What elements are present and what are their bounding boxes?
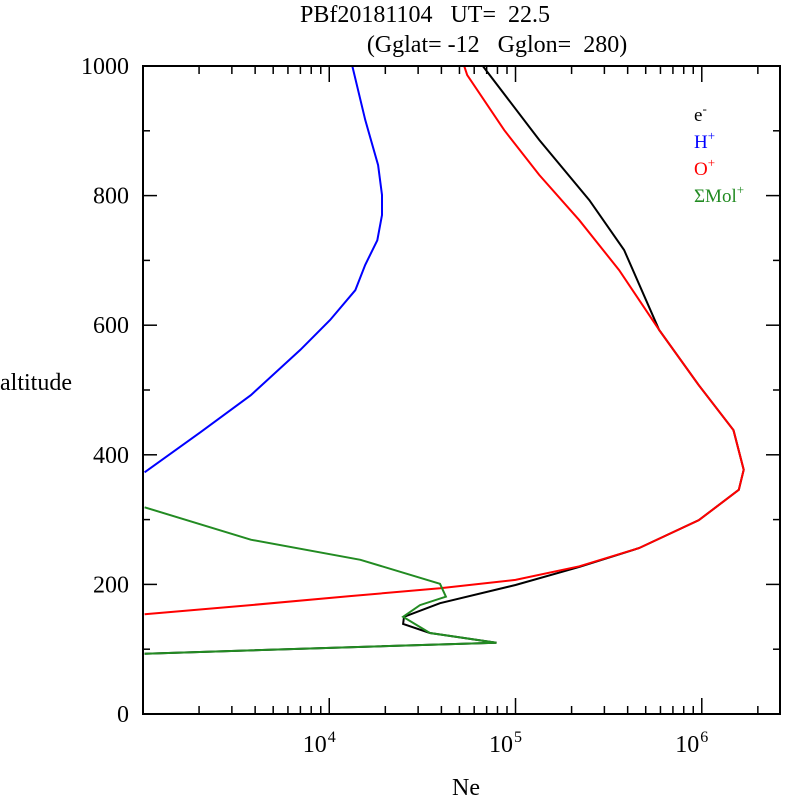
legend-superscript: + [737, 182, 744, 197]
y-tick-label: 0 [117, 702, 129, 728]
chart-title: PBf20181104 UT= 22.5 [300, 2, 550, 28]
y-tick-label: 600 [93, 313, 129, 339]
y-tick-label: 400 [93, 443, 129, 469]
legend-entry: H+ [694, 128, 715, 153]
legend-entry: ΣMol+ [694, 182, 744, 207]
series-line-o [144, 65, 745, 616]
x-tick-label: 104 [303, 729, 336, 758]
series-line-mol [144, 506, 497, 655]
plot-frame [142, 65, 781, 715]
chart-subtitle: (Gglat= -12 Gglon= 280) [367, 32, 627, 58]
x-tick-exponent: 6 [700, 729, 708, 746]
y-tick-label: 800 [93, 184, 129, 210]
x-tick-label: 106 [675, 729, 708, 758]
y-tick-label: 200 [93, 572, 129, 598]
y-tick-label: 1000 [81, 54, 129, 80]
legend-entry: O+ [694, 155, 715, 180]
series-line-h [144, 65, 383, 474]
y-axis-label: altitude [0, 370, 72, 396]
x-tick-exponent: 5 [514, 729, 522, 746]
legend-superscript: - [702, 101, 706, 116]
series-line-e [144, 65, 745, 655]
x-tick-label: 105 [489, 729, 522, 758]
legend-entry: e- [694, 101, 707, 126]
x-axis-label: Ne [452, 775, 480, 795]
legend-superscript: + [708, 155, 715, 170]
x-tick-exponent: 4 [328, 729, 336, 746]
legend-superscript: + [708, 128, 715, 143]
